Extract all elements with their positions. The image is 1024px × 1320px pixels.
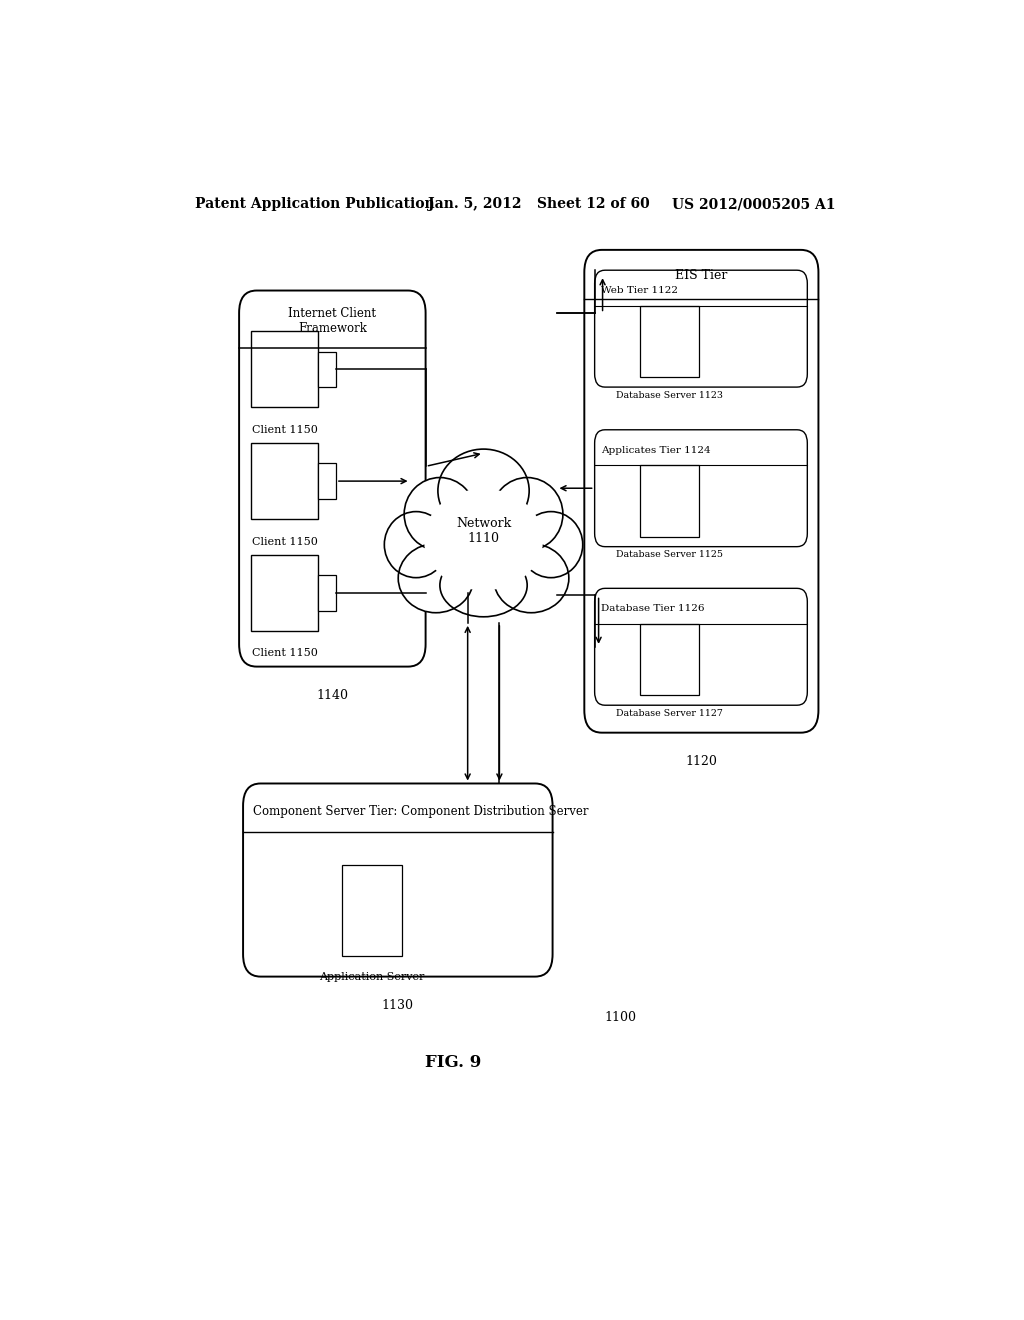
Ellipse shape [438,449,529,532]
Bar [640,306,699,378]
Ellipse shape [492,478,563,550]
Bar [318,463,336,499]
Text: Client 1150: Client 1150 [252,537,317,546]
Text: Internet Client
Framework: Internet Client Framework [289,308,377,335]
Text: Database Server 1125: Database Server 1125 [616,550,723,560]
Ellipse shape [384,512,447,578]
Text: 1100: 1100 [604,1011,636,1024]
Ellipse shape [398,544,474,612]
FancyBboxPatch shape [595,430,807,546]
Bar [342,865,401,956]
FancyBboxPatch shape [240,290,426,667]
Text: Web Tier 1122: Web Tier 1122 [601,286,678,296]
Text: 1120: 1120 [685,755,718,768]
Ellipse shape [404,478,475,550]
Text: Client 1150: Client 1150 [252,648,317,659]
Ellipse shape [494,544,569,612]
Bar [640,466,699,536]
FancyBboxPatch shape [243,784,553,977]
Bar [318,351,336,387]
Text: 1130: 1130 [382,998,414,1011]
FancyBboxPatch shape [595,271,807,387]
Text: Application Server: Application Server [319,972,425,982]
Text: FIG. 9: FIG. 9 [425,1055,481,1072]
FancyBboxPatch shape [585,249,818,733]
Ellipse shape [440,554,527,616]
Text: Database Server 1123: Database Server 1123 [616,391,723,400]
Text: Network
1110: Network 1110 [456,517,511,545]
Text: Patent Application Publication: Patent Application Publication [196,197,435,211]
Text: US 2012/0005205 A1: US 2012/0005205 A1 [672,197,836,211]
Text: Sheet 12 of 60: Sheet 12 of 60 [537,197,649,211]
Text: Client 1150: Client 1150 [252,425,317,434]
Text: Database Tier 1126: Database Tier 1126 [601,605,705,614]
Ellipse shape [424,488,543,590]
Text: Jan. 5, 2012: Jan. 5, 2012 [428,197,521,211]
FancyBboxPatch shape [595,589,807,705]
Text: Database Server 1127: Database Server 1127 [616,709,723,718]
Text: 1140: 1140 [316,689,348,701]
Bar [251,331,318,408]
Ellipse shape [519,512,583,578]
Text: Component Server Tier: Component Distribution Server: Component Server Tier: Component Distrib… [253,805,588,818]
Bar [640,624,699,696]
Bar [251,444,318,519]
Bar [318,576,336,611]
Bar [251,554,318,631]
Text: EIS Tier: EIS Tier [675,269,728,281]
Text: Applicates Tier 1124: Applicates Tier 1124 [601,446,711,454]
